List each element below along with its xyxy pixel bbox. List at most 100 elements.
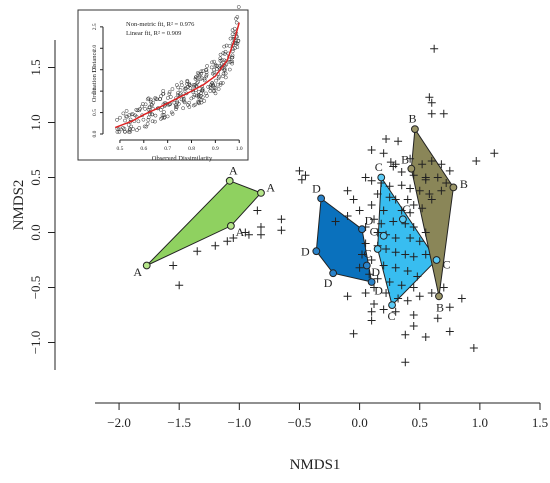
inset-point: [191, 103, 196, 108]
species-point: [401, 358, 410, 367]
species-point: [415, 186, 424, 195]
inset-point: [182, 96, 186, 101]
inset-point: [170, 87, 175, 91]
species-point: [343, 292, 352, 301]
inset-point: [230, 53, 235, 58]
inset-point: [123, 118, 127, 123]
species-point: [256, 223, 265, 231]
group-a-site: [225, 176, 234, 185]
inset-point: [218, 58, 223, 63]
species-point: [403, 267, 412, 275]
inset-point: [161, 91, 166, 96]
group-c-site-label: C: [364, 246, 372, 260]
inset-point: [196, 72, 201, 76]
inset-point: [117, 130, 122, 134]
inset-point: [234, 20, 239, 25]
group-c-site: [379, 231, 388, 240]
inset-point: [179, 80, 184, 85]
inset-point: [115, 117, 119, 122]
inset-point: [219, 66, 224, 70]
inset-point: [179, 97, 184, 102]
species-point: [229, 234, 238, 242]
inset-x-tick-label: 0.8: [188, 146, 195, 152]
species-point: [377, 219, 386, 228]
inset-point: [202, 78, 207, 83]
y-tick-label: 0.0: [28, 224, 43, 240]
inset-point: [131, 127, 136, 131]
inset-point: [212, 85, 217, 90]
species-point: [445, 303, 454, 312]
inset-point: [204, 73, 209, 77]
species-point: [427, 289, 436, 297]
inset-point: [213, 91, 218, 96]
species-point: [437, 160, 446, 169]
species-point: [406, 234, 415, 242]
inset-point: [220, 81, 225, 85]
inset-point: [160, 113, 165, 117]
inset-point: [227, 67, 232, 72]
group-b-site-label: B: [409, 111, 417, 125]
species-point: [367, 201, 376, 209]
axes-layer: [54, 40, 540, 404]
species-point: [361, 289, 370, 297]
species-point: [355, 263, 364, 272]
group-c-site-label: C: [387, 309, 395, 323]
species-point: [413, 272, 422, 281]
group-b-site-label: B: [401, 153, 409, 167]
inset-point: [221, 71, 226, 76]
species-point: [343, 212, 352, 220]
species-point: [175, 281, 184, 290]
species-point: [409, 252, 418, 261]
species-point: [409, 322, 418, 330]
species-point: [445, 327, 454, 336]
species-point: [397, 281, 406, 290]
group-a-site-label: A: [266, 181, 275, 195]
inset-point: [150, 112, 154, 117]
inset-x-tick-label: 0.5: [116, 146, 123, 152]
inset-point: [124, 114, 128, 119]
inset-points: [114, 5, 241, 134]
inset-point: [143, 106, 147, 111]
inset-point: [165, 96, 170, 100]
inset-point: [201, 69, 205, 73]
inset-point: [209, 65, 214, 70]
species-point: [349, 329, 358, 338]
inset-point: [202, 99, 207, 103]
x-tick-label: −1.5: [167, 415, 191, 430]
species-point: [379, 305, 388, 314]
inset-point: [191, 95, 196, 99]
inset-point: [176, 85, 180, 90]
inset-point: [146, 118, 151, 122]
x-axis-title: NMDS1: [290, 457, 341, 473]
species-point: [370, 215, 379, 224]
inset-point: [199, 69, 204, 74]
x-tick-label: −1.0: [228, 415, 252, 430]
inset-point: [159, 116, 163, 121]
group-d-hull: [315, 197, 373, 283]
inset-point: [222, 68, 226, 72]
species-point: [409, 283, 418, 292]
inset-frame: [77, 9, 249, 161]
group-b-site: [449, 183, 458, 192]
inset-point: [195, 71, 200, 75]
inset-point: [145, 97, 150, 102]
y-tick-label: 1.0: [28, 114, 43, 130]
group-b-site-label: B: [460, 177, 468, 191]
inset-point: [205, 93, 209, 98]
inset-point: [175, 99, 180, 104]
inset-point: [236, 5, 241, 9]
inset-point: [118, 115, 122, 120]
species-point: [397, 168, 406, 176]
species-point: [406, 208, 415, 217]
x-tick-label: 1.0: [472, 415, 488, 430]
inset-point: [124, 109, 129, 113]
species-point: [358, 250, 366, 259]
species-point: [349, 195, 358, 204]
inset-x-tick-label: 0.7: [164, 146, 171, 152]
inset-point: [126, 130, 131, 134]
inset-point: [200, 88, 204, 93]
species-point: [389, 217, 398, 226]
x-tick-label: −0.5: [288, 415, 312, 430]
